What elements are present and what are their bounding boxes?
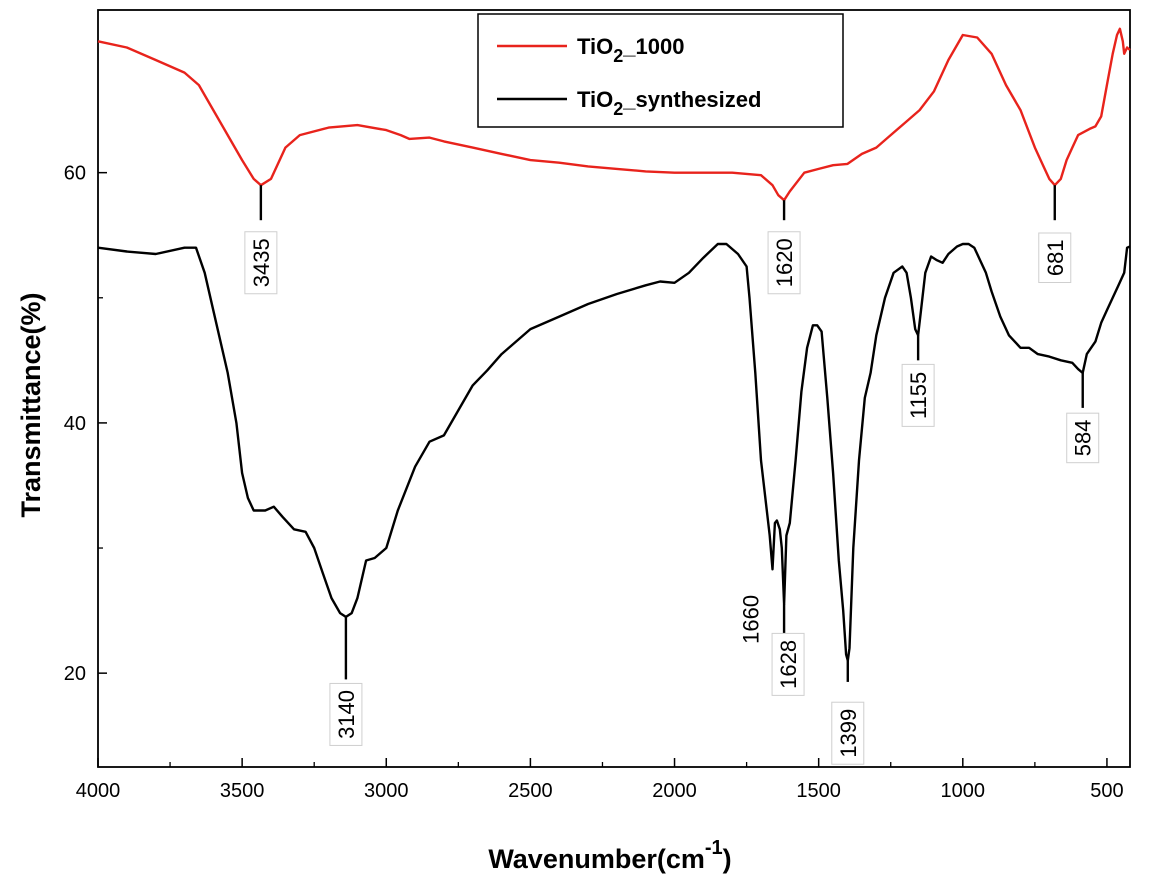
peak-label-box [329,682,363,746]
peak-label-box [771,632,805,696]
axis-ticks: 4000 3500 3000 2500 2000 1500 1000 500 20 40 60 [64,163,1124,802]
peak-label: 681 [1043,239,1068,276]
peak-label: 3435 [249,238,274,287]
peak-label: 584 [1071,420,1096,457]
peak-label-box [1038,232,1072,283]
peak-annotations: 3435 1620 681 3140 1660 1628 1399 1155 584 [244,185,1100,765]
x-tick-label: 4000 [76,780,121,802]
peak-label-box [1066,412,1100,464]
x-tick-label: 2500 [508,780,553,802]
peak-label: 1620 [772,238,797,287]
legend-label-tio2-1000: TiO2_1000 [577,34,684,66]
x-tick-label: 3500 [220,780,265,802]
x-tick-label: 2000 [652,780,697,802]
peak-label-box [244,231,278,295]
plot-area-frame [97,9,1131,768]
x-axis-title: Wavenumber(cm-1) [488,837,731,874]
legend: TiO2_1000 TiO2_synthesized [477,13,844,128]
peak-label-box [831,701,865,765]
legend-label-tio2-synthesized: TiO2_synthesized [577,87,761,119]
peak-label: 1155 [906,372,931,419]
x-tick-label: 3000 [364,780,409,802]
peak-label: 3140 [334,690,359,739]
x-tick-label: 1500 [796,780,841,802]
legend-box [477,13,844,128]
peak-label: 1628 [776,640,801,689]
peak-label-box [901,363,935,427]
peak-label-box [767,231,801,295]
x-tick-label: 1000 [941,780,986,802]
y-tick-label: 40 [64,413,86,435]
series-layer [97,27,1131,662]
y-tick-label: 60 [64,163,86,185]
y-axis-title: Transmittance(%) [16,292,46,517]
x-tick-label: 500 [1090,780,1123,802]
y-tick-label: 20 [64,663,86,685]
series-line-0 [97,27,1131,202]
peak-label: 1660 [739,595,764,644]
series-line-1 [97,242,1131,662]
peak-label: 1399 [836,709,861,758]
